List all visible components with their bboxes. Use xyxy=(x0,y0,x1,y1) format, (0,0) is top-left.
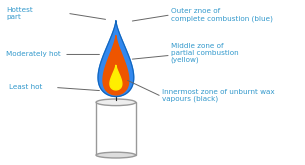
Polygon shape xyxy=(110,65,122,90)
FancyBboxPatch shape xyxy=(96,102,136,155)
Ellipse shape xyxy=(96,99,136,106)
Polygon shape xyxy=(98,21,134,97)
Text: Middle zone of
partial combustion
(yellow): Middle zone of partial combustion (yello… xyxy=(171,43,239,63)
Text: Least hot: Least hot xyxy=(9,84,42,90)
Text: Moderately hot: Moderately hot xyxy=(6,51,61,57)
Polygon shape xyxy=(103,35,129,95)
Ellipse shape xyxy=(96,152,136,158)
Text: Innermost zone of unburnt wax
vapours (black): Innermost zone of unburnt wax vapours (b… xyxy=(162,89,274,102)
Text: Hottest
part: Hottest part xyxy=(6,7,33,20)
Text: Outer znoe of
complete combustion (blue): Outer znoe of complete combustion (blue) xyxy=(171,8,273,22)
